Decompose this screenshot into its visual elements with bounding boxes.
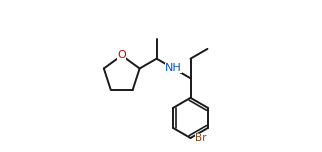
Text: Br: Br <box>195 133 206 143</box>
Text: NH: NH <box>165 64 182 73</box>
Text: O: O <box>117 50 126 60</box>
